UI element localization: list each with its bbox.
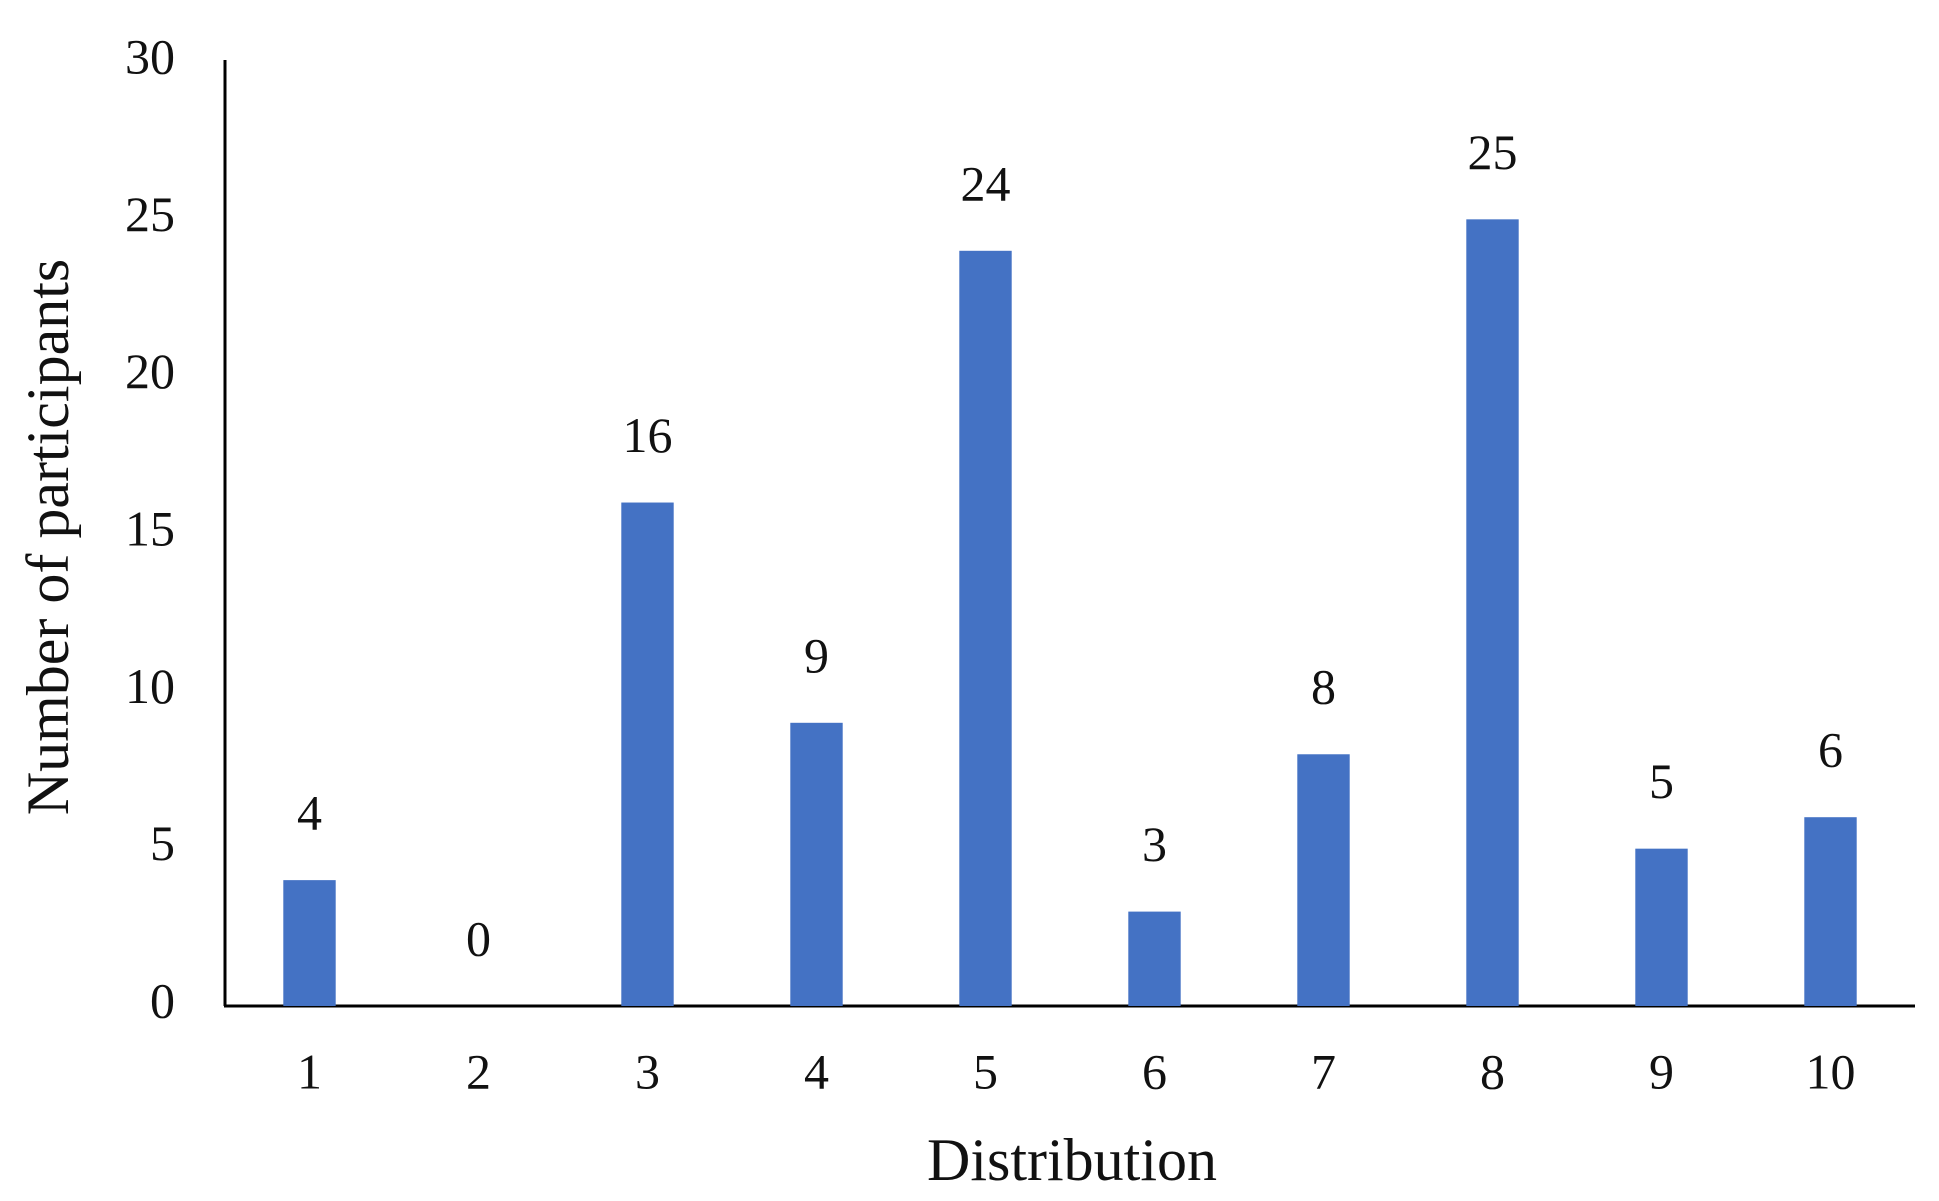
bar	[283, 880, 336, 1006]
x-tick-label: 3	[635, 1043, 660, 1099]
value-label: 0	[466, 910, 491, 966]
value-label: 6	[1818, 722, 1843, 778]
value-label: 16	[623, 407, 673, 463]
value-label: 25	[1468, 124, 1518, 180]
x-tick-label: 4	[804, 1043, 829, 1099]
x-tick-label: 1	[297, 1043, 322, 1099]
x-tick-label: 5	[973, 1043, 998, 1099]
bar	[1128, 911, 1181, 1006]
x-tick-label: 6	[1142, 1043, 1167, 1099]
x-tick-label: 7	[1311, 1043, 1336, 1099]
x-tick-label: 9	[1649, 1043, 1674, 1099]
value-label: 9	[804, 627, 829, 683]
value-label: 8	[1311, 659, 1336, 715]
bar	[959, 250, 1012, 1007]
y-tick-label: 0	[150, 972, 175, 1028]
value-label: 5	[1649, 753, 1674, 809]
y-tick-label: 10	[125, 658, 175, 714]
bar	[790, 722, 843, 1006]
x-tick-label: 10	[1806, 1043, 1856, 1099]
x-tick-label: 8	[1480, 1043, 1505, 1099]
bar	[621, 502, 674, 1006]
y-tick-label: 20	[125, 343, 175, 399]
value-label: 24	[961, 155, 1011, 211]
y-tick-label: 30	[125, 28, 175, 84]
y-tick-label: 15	[125, 500, 175, 556]
bar	[1635, 848, 1688, 1006]
y-tick-label: 5	[150, 815, 175, 871]
bar	[1297, 754, 1350, 1006]
x-axis-title: Distribution	[927, 1127, 1217, 1193]
y-axis-title: Number of participants	[15, 259, 81, 816]
y-tick-label: 25	[125, 186, 175, 242]
bar	[1804, 817, 1857, 1006]
value-label: 4	[297, 785, 322, 841]
x-tick-label: 2	[466, 1043, 491, 1099]
bar	[1466, 219, 1519, 1007]
value-label: 3	[1142, 816, 1167, 872]
